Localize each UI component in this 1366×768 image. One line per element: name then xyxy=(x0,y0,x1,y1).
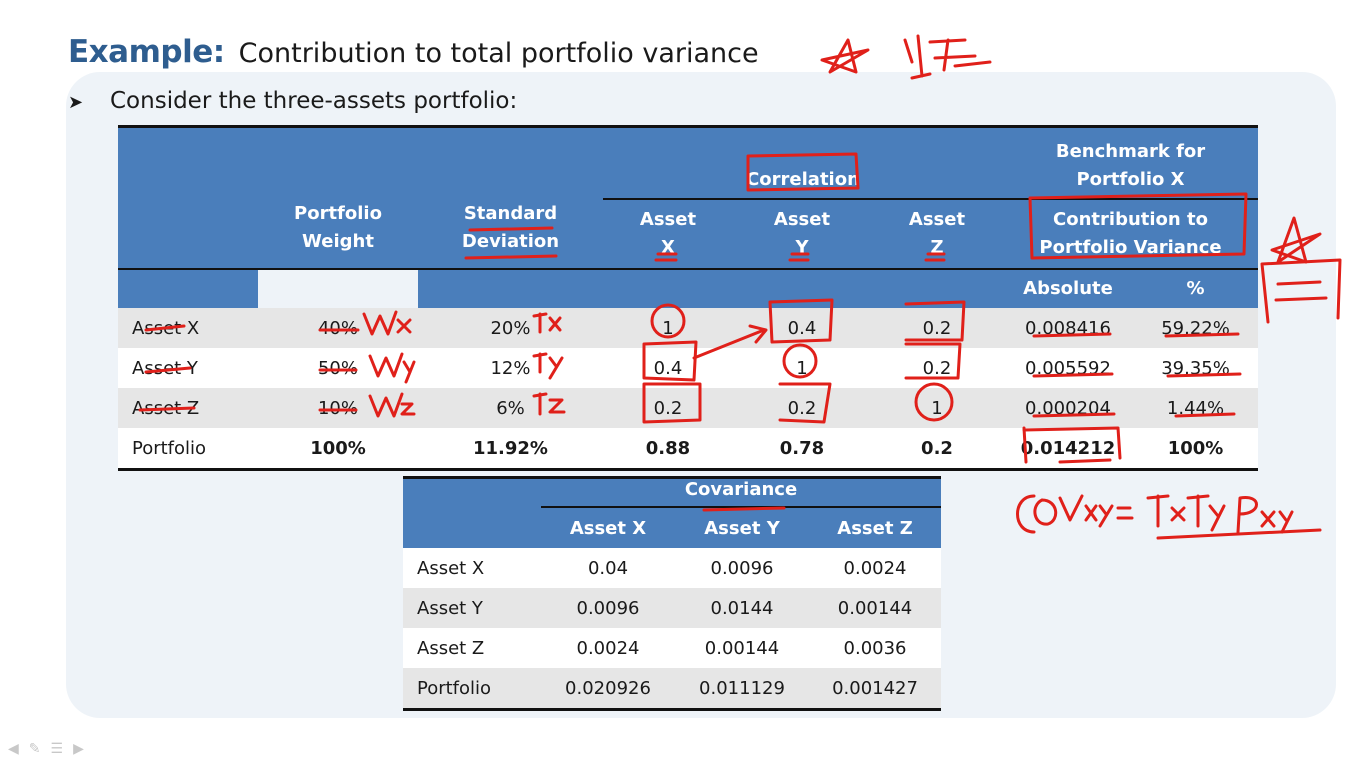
cov-col-header: Asset Z xyxy=(837,517,913,539)
weight-cell: 10% xyxy=(258,388,418,428)
pen-icon[interactable]: ✎ xyxy=(28,740,51,756)
prev-arrow-icon[interactable]: ◀ xyxy=(8,740,29,756)
std-header: Standard Deviation xyxy=(418,200,603,256)
row-label: Asset X xyxy=(403,548,541,588)
contribution-header-1: Contribution to xyxy=(1053,209,1208,230)
menu-icon[interactable]: ☰ xyxy=(50,740,74,756)
cov-cell: 0.0024 xyxy=(541,628,675,668)
title-keyword: Example: xyxy=(68,34,225,70)
table-row: Asset X 40% 20% 1 0.4 0.2 0.008416 59.22… xyxy=(118,308,1259,348)
std-cell: 11.92% xyxy=(418,428,603,470)
cov-cell: 0.0096 xyxy=(675,548,809,588)
table-row: Asset Y 50% 12% 0.4 1 0.2 0.005592 39.35… xyxy=(118,348,1259,388)
std-header-2: Deviation xyxy=(461,231,560,252)
absolute-cell: 0.008416 xyxy=(1003,308,1133,348)
corr-x-cell: 0.2 xyxy=(603,388,733,428)
contribution-header-2: Portfolio Variance xyxy=(1039,237,1222,258)
corr-z-cell: 1 xyxy=(871,388,1003,428)
covariance-header: Covariance xyxy=(684,479,798,500)
cov-cell: 0.020926 xyxy=(541,668,675,710)
weight-cell: 40% xyxy=(258,308,418,348)
cov-cell: 0.0024 xyxy=(809,548,942,588)
std-cell: 6% xyxy=(418,388,603,428)
weight-header: Portfolio Weight xyxy=(258,200,418,256)
cov-cell: 0.00144 xyxy=(809,588,942,628)
row-label: Asset Z xyxy=(403,628,541,668)
row-label: Asset Y xyxy=(403,588,541,628)
corr-x-cell: 0.88 xyxy=(603,428,733,470)
table-row: Asset Z 10% 6% 0.2 0.2 1 0.000204 1.44% xyxy=(118,388,1259,428)
cov-cell: 0.0144 xyxy=(675,588,809,628)
cov-cell: 0.001427 xyxy=(809,668,942,710)
percent-cell: 1.44% xyxy=(1133,388,1259,428)
corr-z-cell: 0.2 xyxy=(871,428,1003,470)
row-label: Asset X xyxy=(118,308,258,348)
corr-z-cell: 0.2 xyxy=(871,348,1003,388)
cov-cell: 0.0036 xyxy=(809,628,942,668)
table-row: Asset X 0.04 0.0096 0.0024 xyxy=(403,548,942,588)
title-text: Contribution to total portfolio variance xyxy=(238,38,759,69)
percent-cell: 39.35% xyxy=(1133,348,1259,388)
row-label: Asset Y xyxy=(118,348,258,388)
table-row: Asset Y 0.0096 0.0144 0.00144 xyxy=(403,588,942,628)
weight-header-1: Portfolio xyxy=(294,203,382,224)
corr-x-cell: 0.4 xyxy=(603,348,733,388)
std-header-1: Standard xyxy=(463,203,558,224)
next-arrow-icon[interactable]: ▶ xyxy=(73,740,94,756)
corr-y-cell: 1 xyxy=(733,348,871,388)
covariance-table: Covariance Asset X Asset Y Asset Z Asset… xyxy=(403,476,942,711)
table-row: Asset Z 0.0024 0.00144 0.0036 xyxy=(403,628,942,668)
weight-header-2: Weight xyxy=(302,231,374,252)
percent-cell: 59.22% xyxy=(1133,308,1259,348)
percent-cell: 100% xyxy=(1133,428,1259,470)
cov-col-header: Asset Y xyxy=(704,517,780,539)
asset-x-header-2: X xyxy=(661,237,675,258)
row-label: Asset Z xyxy=(118,388,258,428)
absolute-cell: 0.005592 xyxy=(1003,348,1133,388)
correlation-header: Correlation xyxy=(746,169,860,190)
cov-cell: 0.0096 xyxy=(541,588,675,628)
portfolio-table: Correlation Benchmark for Portfolio X As… xyxy=(118,125,1259,471)
cov-cell: 0.00144 xyxy=(675,628,809,668)
slide-nav[interactable]: ◀✎☰▶ xyxy=(8,740,94,757)
absolute-cell: 0.014212 xyxy=(1003,428,1133,470)
absolute-cell: 0.000204 xyxy=(1003,388,1133,428)
row-label: Portfolio xyxy=(403,668,541,710)
std-cell: 12% xyxy=(418,348,603,388)
row-label: Portfolio xyxy=(118,428,258,470)
corr-y-cell: 0.4 xyxy=(733,308,871,348)
std-cell: 20% xyxy=(418,308,603,348)
bullet-line: ➤ Consider the three-assets portfolio: xyxy=(68,88,517,114)
table-row: Portfolio 100% 11.92% 0.88 0.78 0.2 0.01… xyxy=(118,428,1259,470)
cov-cell: 0.011129 xyxy=(675,668,809,710)
percent-header: % xyxy=(1186,278,1205,299)
table-row: Portfolio 0.020926 0.011129 0.001427 xyxy=(403,668,942,710)
corr-y-cell: 0.78 xyxy=(733,428,871,470)
asset-y-header-1: Asset xyxy=(773,209,831,230)
weight-cell: 50% xyxy=(258,348,418,388)
benchmark-header-1: Benchmark for xyxy=(1055,141,1206,162)
weight-cell: 100% xyxy=(258,428,418,470)
asset-y-header-2: Y xyxy=(795,237,809,258)
asset-z-header-2: Z xyxy=(930,237,944,258)
absolute-header: Absolute xyxy=(1023,278,1113,299)
benchmark-header-2: Portfolio X xyxy=(1076,169,1185,190)
cov-col-header: Asset X xyxy=(569,517,647,539)
asset-x-header-1: Asset xyxy=(639,209,697,230)
bullet-text: Consider the three-assets portfolio: xyxy=(110,88,518,114)
cov-cell: 0.04 xyxy=(541,548,675,588)
slide-title: Example: Contribution to total portfolio … xyxy=(68,34,759,70)
corr-x-cell: 1 xyxy=(603,308,733,348)
bullet-arrow-icon: ➤ xyxy=(68,92,84,113)
asset-z-header-1: Asset xyxy=(908,209,966,230)
corr-y-cell: 0.2 xyxy=(733,388,871,428)
corr-z-cell: 0.2 xyxy=(871,308,1003,348)
